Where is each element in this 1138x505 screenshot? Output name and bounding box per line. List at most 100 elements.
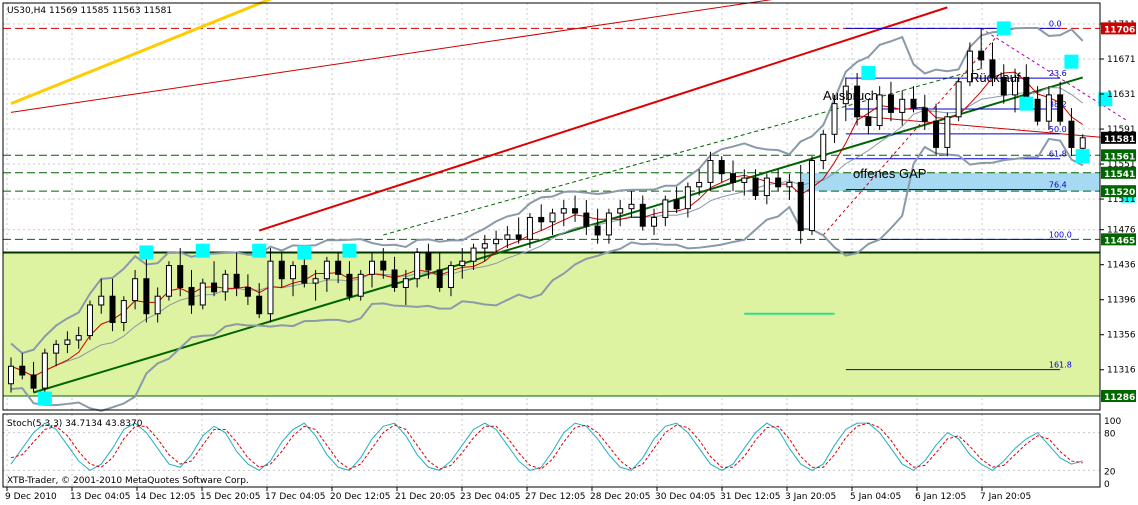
candle <box>515 217 522 244</box>
price-tick-label: 11436 <box>1107 261 1136 271</box>
candle-body <box>944 116 951 148</box>
candle <box>1000 64 1007 104</box>
candle-body <box>267 260 274 315</box>
candle-body <box>323 260 330 280</box>
candle-body <box>222 273 229 293</box>
candle <box>865 99 872 135</box>
cyan-marker <box>1075 149 1090 164</box>
candle-body <box>86 304 93 337</box>
candle-body <box>628 203 635 210</box>
stoch-tick-label: 20 <box>1104 467 1116 477</box>
candle-body <box>865 116 872 127</box>
candle-body <box>335 260 342 275</box>
candle <box>786 173 793 200</box>
candle-body <box>369 260 375 275</box>
candle-body <box>718 160 725 175</box>
candle <box>538 204 545 231</box>
cyan-marker <box>1064 54 1079 69</box>
fib-label: 50.0 <box>1049 125 1067 134</box>
candle <box>425 243 432 279</box>
candle-body <box>120 300 127 323</box>
stoch-d-line <box>10 422 1083 470</box>
candle <box>402 269 409 305</box>
candle-body <box>447 265 454 288</box>
cyan-marker <box>996 21 1011 36</box>
candle-body <box>301 265 308 284</box>
time-tick-label: 3 Jan 20:05 <box>785 492 836 502</box>
stoch-tick-label: 0 <box>1104 480 1110 490</box>
candle <box>188 269 195 314</box>
candle-body <box>165 265 172 297</box>
candle <box>560 199 567 227</box>
candle <box>244 274 251 305</box>
annotation-ruecklauf: Rücklauf <box>970 70 1021 85</box>
candle-body <box>583 212 590 227</box>
time-tick-label: 5 Jan 04:05 <box>850 492 901 502</box>
candle <box>380 248 387 279</box>
candle <box>233 252 240 297</box>
time-tick-label: 31 Dec 12:05 <box>720 492 781 502</box>
candle-body <box>989 59 996 78</box>
candle-body <box>966 50 973 83</box>
candle <box>1068 108 1075 157</box>
gap-zone <box>800 172 1100 192</box>
candle-body <box>605 212 612 236</box>
stoch-panel-frame <box>2 413 1101 488</box>
price-badge-label: 11561 <box>1104 152 1135 162</box>
candle <box>639 195 646 231</box>
time-tick-label: 14 Dec 12:05 <box>135 492 196 502</box>
candle-body <box>1012 76 1019 96</box>
price-badge-label: 11286 <box>1104 393 1135 403</box>
candle <box>910 86 917 113</box>
price-badge <box>1101 185 1136 198</box>
fib-label: 0.0 <box>1049 19 1062 28</box>
cyan-marker <box>139 245 154 260</box>
candle-body <box>887 94 894 113</box>
time-tick-label: 9 Dec 2010 <box>5 492 57 502</box>
candle-body <box>1023 76 1030 100</box>
candle-body <box>53 343 60 354</box>
candle <box>741 169 748 196</box>
candle-body <box>651 216 658 227</box>
candle-body <box>470 247 477 262</box>
candle <box>64 331 71 354</box>
price-badge-label: 11465 <box>1104 236 1135 246</box>
candle <box>504 226 511 249</box>
candle-body <box>154 295 161 315</box>
candle-body <box>1034 98 1041 122</box>
candle <box>267 248 274 323</box>
candle-body <box>899 98 906 113</box>
candle-body <box>921 107 928 122</box>
fib-label: 23.6 <box>1049 69 1067 78</box>
time-tick-label: 6 Jan 12:05 <box>915 492 966 502</box>
cyan-marker <box>861 66 876 81</box>
time-tick-label: 21 Dec 20:05 <box>395 492 456 502</box>
chart-title: US30,H4 11569 11585 11563 11581 <box>7 6 172 16</box>
candle-body <box>775 177 782 188</box>
time-tick-label: 28 Dec 20:05 <box>590 492 651 502</box>
candle-body <box>560 208 567 214</box>
candle-body <box>696 181 703 188</box>
fib-label: 61.8 <box>1049 150 1067 159</box>
candle <box>651 208 658 235</box>
candle-body <box>199 282 206 306</box>
candle <box>718 156 725 183</box>
candle-body <box>188 286 195 306</box>
time-tick-label: 23 Dec 04:05 <box>460 492 521 502</box>
candle-body <box>290 265 297 280</box>
candle-body <box>132 278 139 302</box>
candle <box>605 208 612 244</box>
candle <box>978 28 985 69</box>
candle-body <box>436 269 443 288</box>
candle-body <box>752 177 759 197</box>
candle <box>730 160 736 192</box>
candle <box>775 169 782 192</box>
fib-label: 161.8 <box>1049 361 1072 370</box>
candle-body <box>910 98 917 109</box>
candle-body <box>380 260 387 271</box>
candle <box>933 103 940 157</box>
candle <box>86 300 93 340</box>
candle-body <box>639 203 646 227</box>
candle <box>673 186 680 214</box>
